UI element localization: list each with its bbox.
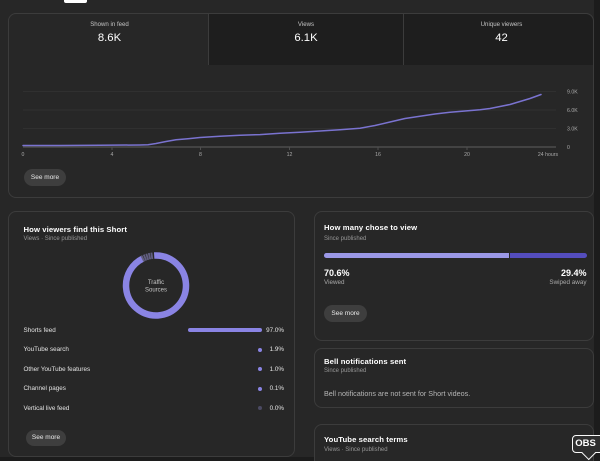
svg-text:0: 0 [567,145,570,151]
svg-text:24 hours: 24 hours [538,152,559,158]
svg-text:9.0K: 9.0K [567,90,578,96]
svg-text:3.0K: 3.0K [567,127,578,133]
svg-text:Sources: Sources [145,288,167,294]
svg-text:20: 20 [464,152,470,158]
svg-text:0: 0 [22,152,25,158]
svg-text:6.0K: 6.0K [567,108,578,114]
svg-text:16: 16 [375,152,381,158]
svg-text:8: 8 [199,152,202,158]
svg-text:4: 4 [111,152,114,158]
svg-text:Traffic: Traffic [148,280,164,286]
svg-text:12: 12 [287,152,293,158]
